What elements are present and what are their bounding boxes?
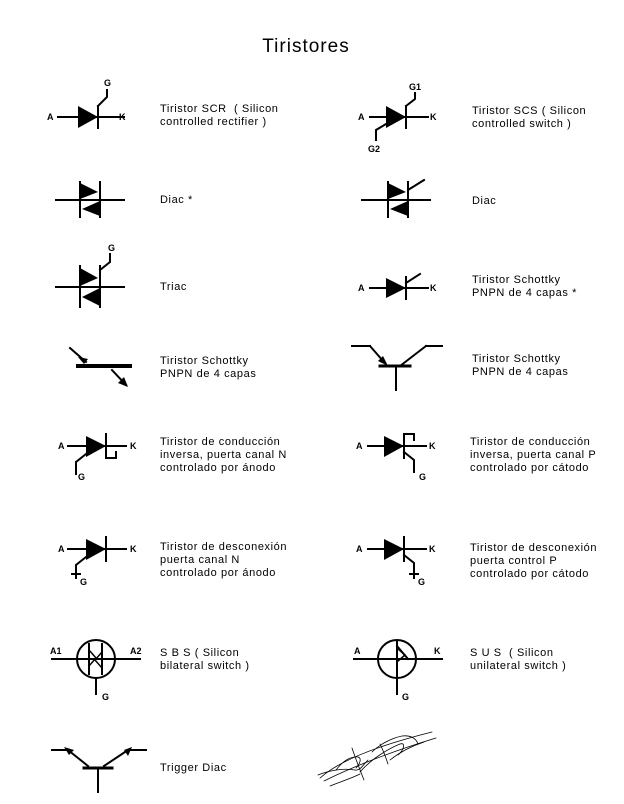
scr-label: Tiristor SCR ( Silicon controlled rectif… — [160, 103, 279, 128]
gto-cathode-gate-label: Tiristor de desconexión puerta control P… — [470, 542, 598, 580]
sbs-label: S B S ( Silicon bilateral switch ) — [160, 647, 250, 672]
pin-k-label: K — [429, 544, 436, 554]
rct-cathode-gate-icon: A K G — [356, 433, 436, 482]
scs-symbol-icon: A K G1 G2 — [358, 82, 437, 154]
pin-a2-label: A2 — [130, 646, 142, 656]
rct-anode-gate-label: Tiristor de conducción inversa, puerta c… — [160, 436, 287, 474]
pin-a-label: A — [356, 441, 363, 451]
schottky-4layer-diode-label: Tiristor Schottky PNPN de 4 capas * — [472, 274, 577, 299]
pin-k-label: K — [130, 544, 137, 554]
signature-scribble — [317, 731, 437, 787]
pin-a-label: A — [47, 112, 54, 122]
trigger-diac-symbol-icon — [51, 747, 147, 793]
pin-k-label: K — [429, 441, 436, 451]
pin-a-label: A — [356, 544, 363, 554]
triac-symbol-icon: G — [55, 243, 125, 308]
pin-g-label: G — [418, 577, 425, 587]
page-title: Tiristores — [262, 36, 350, 57]
pin-g-label: G — [80, 577, 87, 587]
gto-anode-gate-icon: A K G — [58, 536, 137, 587]
pin-g-label: G — [402, 692, 409, 702]
schottky-4layer-transistor-icon — [351, 344, 443, 391]
gto-anode-gate-label: Tiristor de desconexión puerta canal N c… — [160, 541, 288, 579]
pin-g-label: G — [108, 243, 115, 253]
pin-k-label: K — [130, 441, 137, 451]
scr-symbol-icon: A K G — [47, 78, 126, 129]
pin-a-label: A — [358, 283, 365, 293]
schottky-4layer-diode-icon: A K — [358, 272, 437, 300]
triac-label: Triac — [160, 281, 188, 293]
sbs-symbol-icon: A1 A2 G — [50, 639, 142, 702]
pin-a-label: A — [354, 646, 361, 656]
pin-a-label: A — [58, 441, 65, 451]
schottky-4layer-bar-icon — [68, 346, 132, 387]
pin-k-label: K — [119, 112, 126, 122]
pin-k-label: K — [434, 646, 441, 656]
pin-a1-label: A1 — [50, 646, 62, 656]
pin-k-label: K — [430, 112, 437, 122]
pin-g-label: G — [104, 78, 111, 88]
diac-symbol-icon — [55, 181, 125, 218]
sus-symbol-icon: A K G — [353, 639, 443, 702]
gto-cathode-gate-icon: A K G — [356, 536, 436, 587]
pin-g2-label: G2 — [368, 144, 380, 154]
pin-g-label: G — [419, 472, 426, 482]
scs-label: Tiristor SCS ( Silicon controlled switch… — [472, 105, 587, 130]
schottky-4layer-bar-label: Tiristor Schottky PNPN de 4 capas — [160, 355, 257, 380]
diac-alt-label: Diac — [472, 195, 497, 207]
pin-a-label: A — [358, 112, 365, 122]
diac-alt-symbol-icon — [361, 178, 431, 218]
trigger-diac-label: Trigger Diac — [160, 762, 227, 774]
schottky-4layer-transistor-label: Tiristor Schottky PNPN de 4 capas — [472, 353, 569, 378]
pin-a-label: A — [58, 544, 65, 554]
diac-label: Diac * — [160, 194, 193, 206]
pin-k-label: K — [430, 283, 437, 293]
pin-g-label: G — [102, 692, 109, 702]
rct-anode-gate-icon: A K G — [58, 433, 137, 482]
pin-g1-label: G1 — [409, 82, 421, 92]
pin-g-label: G — [78, 472, 85, 482]
rct-cathode-gate-label: Tiristor de conducción inversa, puerta c… — [470, 436, 597, 474]
sus-label: S U S ( Silicon unilateral switch ) — [470, 647, 567, 672]
